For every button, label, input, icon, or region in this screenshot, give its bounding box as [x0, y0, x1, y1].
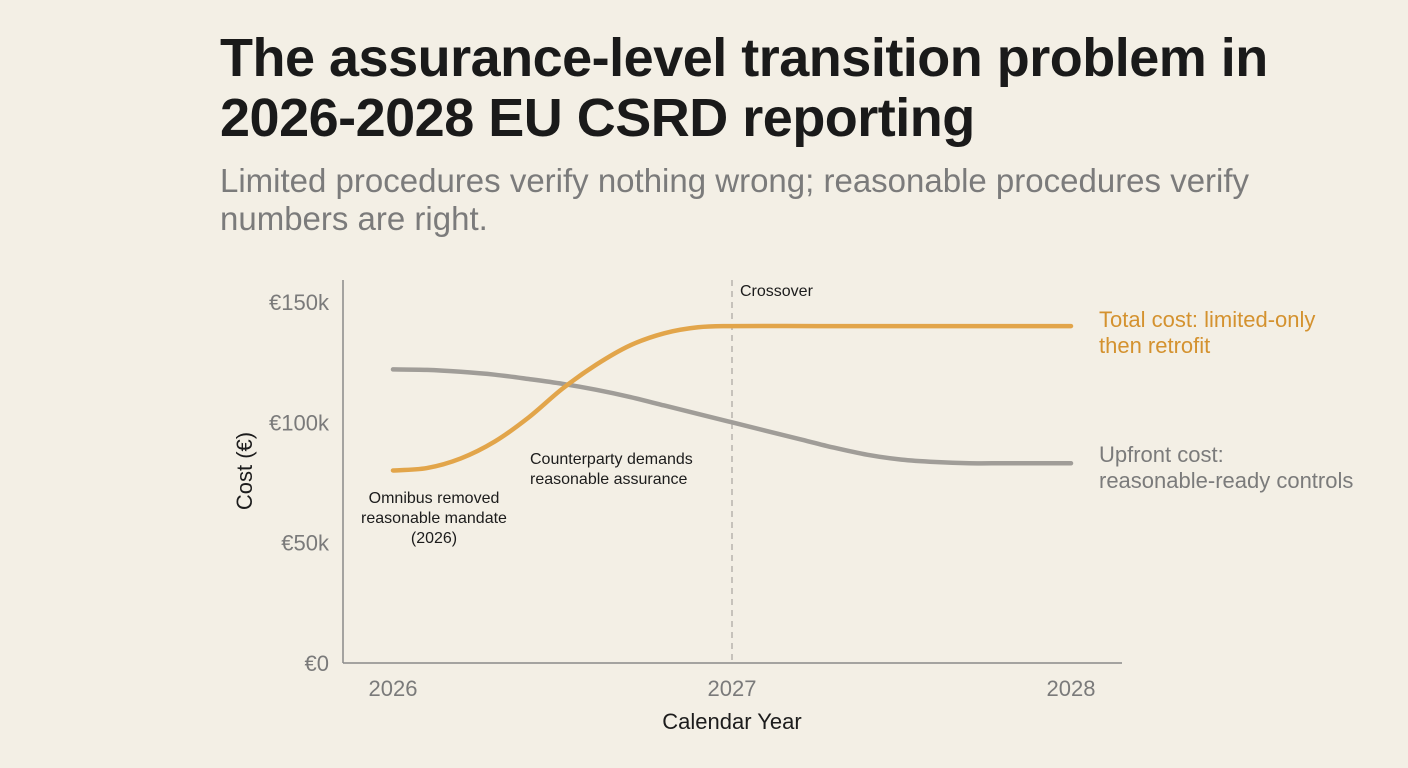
chart-subtitle: Limited procedures verify nothing wrong;… — [220, 162, 1250, 237]
annotation-omnibus: Omnibus removed reasonable mandate (2026) — [361, 490, 507, 547]
x-tick-label: 2026 — [369, 676, 418, 701]
annotation-counterparty: Counterparty demands reasonable assurance — [530, 451, 693, 488]
crossover-label: Crossover — [740, 283, 814, 300]
x-tick-label: 2028 — [1047, 676, 1096, 701]
series-label-upfront: Upfront cost: reasonable-ready controls — [1099, 442, 1353, 493]
series-label-total: Total cost: limited-only then retrofit — [1099, 307, 1315, 358]
series-line-total — [390, 323, 1074, 473]
y-axis-title: Cost (€) — [232, 432, 257, 510]
x-axis-title: Calendar Year — [662, 709, 801, 734]
y-tick-label: €150k — [269, 290, 330, 315]
y-tick-label: €100k — [269, 410, 330, 435]
y-tick-label: €0 — [305, 651, 329, 676]
chart-title: The assurance-level transition problem i… — [220, 28, 1268, 148]
y-tick-label: €50k — [281, 531, 330, 556]
x-tick-label: 2027 — [708, 676, 757, 701]
series-line-upfront — [390, 367, 1074, 466]
